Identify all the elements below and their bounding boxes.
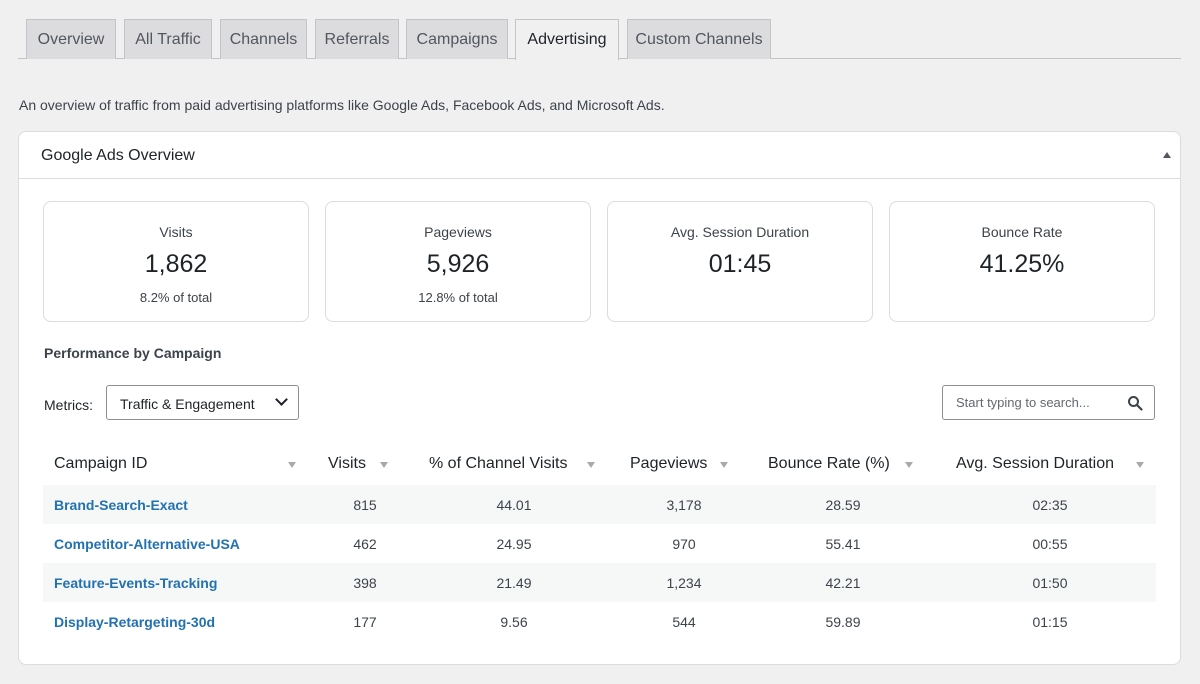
tab-campaigns[interactable]: Campaigns [406, 19, 508, 59]
sort-arrow-icon[interactable] [720, 462, 728, 468]
search-box [942, 385, 1155, 420]
column-header-visits[interactable]: Visits [328, 455, 366, 472]
google-ads-overview-panel: Google Ads Overview Visits 1,862 8.2% of… [18, 131, 1181, 665]
channel-visits-cell: 24.95 [496, 536, 532, 552]
stat-value: 5,926 [426, 250, 490, 278]
column-header-avg-session-duration[interactable]: Avg. Session Duration [956, 455, 1115, 472]
channel-visits-cell: 44.01 [496, 497, 532, 513]
stat-subtext: 12.8% of total [418, 290, 498, 305]
visits-cell: 177 [353, 614, 377, 630]
tab-channels[interactable]: Channels [220, 19, 307, 59]
stat-label: Pageviews [424, 224, 492, 240]
session-duration-cell: 01:50 [1032, 575, 1068, 591]
campaign-link[interactable]: Display-Retargeting-30d [54, 614, 216, 630]
channel-visits-cell: 21.49 [496, 575, 532, 591]
metrics-label: Metrics: [44, 397, 93, 413]
visits-cell: 462 [353, 536, 377, 552]
bounce-rate-cell: 28.59 [825, 497, 861, 513]
table-row: Feature-Events-Tracking 398 21.49 1,234 … [43, 563, 1156, 602]
stat-subtext: 8.2% of total [139, 290, 213, 305]
column-header-channel-visits[interactable]: % of Channel Visits [429, 455, 568, 472]
chevron-down-icon [275, 393, 288, 406]
campaign-link[interactable]: Brand-Search-Exact [54, 497, 188, 513]
visits-cell: 815 [353, 497, 377, 513]
pageviews-cell: 1,234 [666, 575, 702, 591]
table-row: Competitor-Alternative-USA 462 24.95 970… [43, 524, 1156, 563]
stat-card-visits: Visits 1,862 8.2% of total [43, 201, 309, 322]
session-duration-cell: 02:35 [1032, 497, 1068, 513]
stat-card-pageviews: Pageviews 5,926 12.8% of total [325, 201, 591, 322]
sort-arrow-icon[interactable] [288, 462, 296, 468]
search-input[interactable] [943, 386, 1123, 419]
column-header-campaign-id[interactable]: Campaign ID [54, 455, 148, 472]
sort-arrow-icon[interactable] [1136, 462, 1144, 468]
bounce-rate-cell: 59.89 [825, 614, 861, 630]
tab-overview[interactable]: Overview [26, 19, 116, 59]
metrics-dropdown-value: Traffic & Engagement [120, 396, 255, 412]
stat-label: Visits [159, 224, 193, 240]
stat-value: 1,862 [144, 250, 208, 278]
tab-advertising[interactable]: Advertising [515, 19, 619, 60]
table-row: Brand-Search-Exact 815 44.01 3,178 28.59… [43, 485, 1156, 524]
stat-label: Avg. Session Duration [670, 224, 810, 240]
stat-value: 01:45 [708, 250, 772, 278]
visits-cell: 398 [353, 575, 377, 591]
sort-arrow-icon[interactable] [380, 462, 388, 468]
tab-bar: Overview All Traffic Channels Referrals … [18, 19, 1181, 60]
column-header-pageviews[interactable]: Pageviews [630, 455, 708, 472]
channel-visits-cell: 9.56 [500, 614, 528, 630]
stat-card-avg-session-duration: Avg. Session Duration 01:45 [607, 201, 873, 322]
sort-arrow-icon[interactable] [905, 462, 913, 468]
tab-custom-channels[interactable]: Custom Channels [627, 19, 771, 59]
sort-arrow-icon[interactable] [587, 462, 595, 468]
search-icon[interactable] [1127, 395, 1143, 411]
panel-header[interactable]: Google Ads Overview [19, 132, 1180, 179]
pageviews-cell: 970 [672, 536, 696, 552]
tab-all-traffic[interactable]: All Traffic [124, 19, 212, 59]
bounce-rate-cell: 42.21 [825, 575, 861, 591]
tab-referrals[interactable]: Referrals [315, 19, 399, 59]
column-header-bounce-rate[interactable]: Bounce Rate (%) [768, 455, 890, 472]
campaign-link[interactable]: Competitor-Alternative-USA [54, 536, 240, 552]
session-duration-cell: 01:15 [1032, 614, 1068, 630]
panel-title: Google Ads Overview [41, 147, 195, 164]
stat-value: 41.25% [979, 250, 1065, 278]
table-row: Display-Retargeting-30d 177 9.56 544 59.… [43, 602, 1156, 641]
pageviews-cell: 544 [672, 614, 696, 630]
session-duration-cell: 00:55 [1032, 536, 1068, 552]
metrics-dropdown[interactable]: Traffic & Engagement [106, 385, 299, 420]
pageviews-cell: 3,178 [666, 497, 702, 513]
campaign-link[interactable]: Feature-Events-Tracking [54, 575, 218, 591]
section-title: Performance by Campaign [44, 345, 222, 361]
stat-card-bounce-rate: Bounce Rate 41.25% [889, 201, 1155, 322]
collapse-arrow-up-icon[interactable] [1163, 152, 1171, 158]
bounce-rate-cell: 55.41 [825, 536, 861, 552]
stat-label: Bounce Rate [981, 224, 1063, 240]
page-description: An overview of traffic from paid adverti… [19, 97, 665, 113]
